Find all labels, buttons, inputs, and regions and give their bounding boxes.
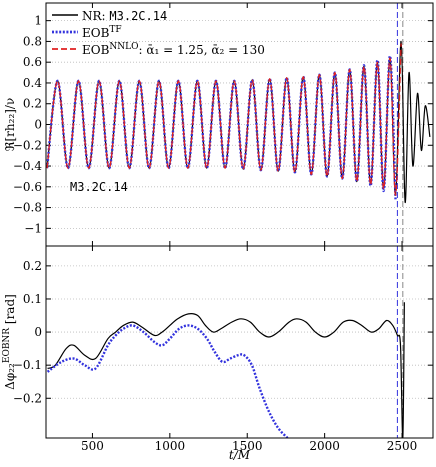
y-tick-label: 0 — [34, 118, 42, 132]
y-label-suffix: [rad] — [3, 294, 17, 328]
legend-sup: NNLO — [109, 42, 138, 52]
x-tick-label: 2500 — [387, 439, 418, 453]
series — [46, 43, 402, 196]
y-tick-label: 1 — [34, 14, 42, 28]
legend-label: NR: M3.2C.14 — [82, 9, 167, 23]
legend-name: NR: — [82, 9, 109, 23]
legend-label: EOBNNLO: ᾱ₁ = 1.25, ᾱ₂ = 130 — [82, 42, 265, 57]
x-tick-label: 1000 — [155, 439, 186, 453]
y-tick-label: −0.2 — [13, 138, 42, 152]
y-tick-label: 0.8 — [23, 34, 42, 48]
y-tick-label: 0.2 — [23, 259, 42, 273]
y-tick-label: −0.6 — [13, 180, 42, 194]
y-label-sup: EOBNR — [2, 328, 12, 363]
line-series — [46, 324, 289, 438]
line-series — [47, 302, 405, 438]
y-tick-label: −0.2 — [13, 391, 42, 405]
x-tick-label: 1500 — [232, 439, 263, 453]
series — [46, 324, 289, 438]
legend-suffix: : ᾱ₁ = 1.25, ᾱ₂ = 130 — [139, 43, 265, 57]
line-series — [46, 43, 402, 196]
y-tick-label: −0.1 — [13, 358, 42, 372]
annotation: M3.2C.14 — [70, 180, 128, 194]
legend-name-mono: M3.2C.14 — [109, 9, 167, 23]
y-axis-label: Δφ₂₂EOBNR [rad] — [2, 294, 17, 390]
x-tick-label: 500 — [81, 439, 104, 453]
y-tick-label: −0.4 — [13, 159, 43, 173]
series — [47, 302, 405, 438]
y-axis-label: ℜ[rh₂₂]/ν — [3, 98, 17, 152]
y-tick-label: 0.6 — [23, 55, 42, 69]
y-label-main: ℜ[rh₂₂]/ν — [3, 98, 17, 152]
y-tick-label: 0.1 — [23, 292, 42, 306]
y-tick-label: 0 — [34, 325, 42, 339]
y-tick-label: 0.2 — [23, 97, 42, 111]
y-tick-label: −1 — [24, 221, 42, 235]
y-tick-label: −0.8 — [13, 201, 42, 215]
y-tick-label: 0.4 — [23, 76, 42, 90]
x-tick-label: 2000 — [309, 439, 340, 453]
legend-name: EOB — [82, 43, 110, 57]
x-axis-label: t/M — [229, 448, 251, 462]
y-label-main: Δφ₂₂ — [3, 363, 17, 390]
legend-sup: TF — [109, 25, 121, 35]
plot-frame — [45, 245, 434, 439]
legend-label: EOBTF — [82, 25, 122, 40]
legend-name: EOB — [82, 26, 110, 40]
